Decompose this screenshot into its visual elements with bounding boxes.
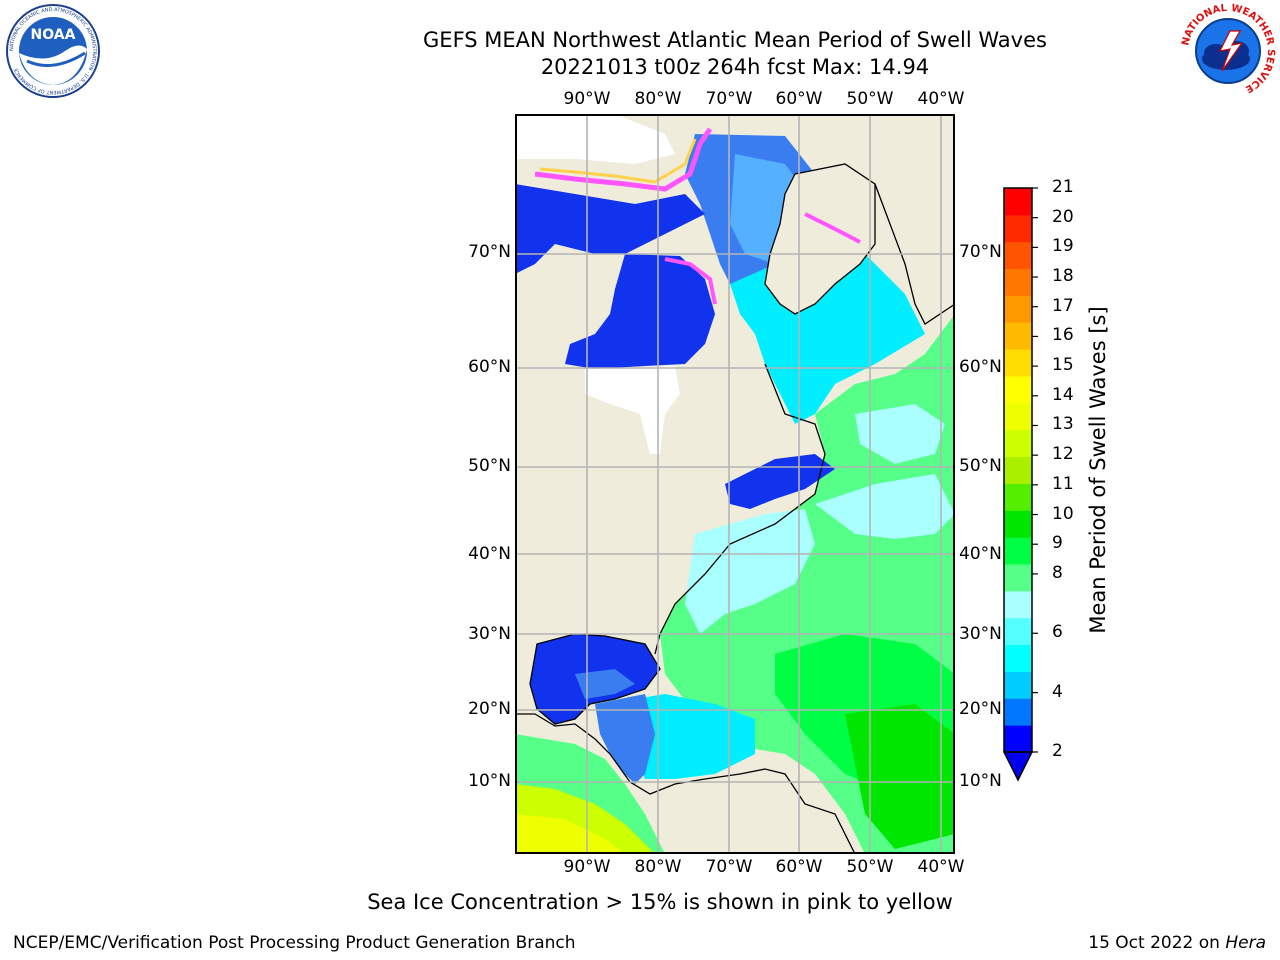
lon-label-top: 70°W [705, 89, 753, 109]
coastline-east [654, 363, 826, 655]
map-title: GEFS MEAN Northwest Atlantic Mean Period… [423, 28, 1047, 52]
colorbar-bin [1004, 376, 1032, 404]
colorbar-tick-label: 17 [1052, 295, 1074, 316]
nws-logo: NATIONAL WEATHER SERVICE [1180, 3, 1276, 99]
lon-label-bottom: 70°W [705, 857, 753, 877]
colorbar-label: Mean Period of Swell Waves [s] [1086, 306, 1110, 634]
colorbar-tick-label: 16 [1052, 325, 1074, 346]
colorbar-tick-label: 19 [1052, 236, 1074, 257]
lat-label-left: 10°N [468, 771, 511, 791]
lat-label-right: 20°N [959, 699, 1002, 719]
colorbar-bin [1004, 214, 1032, 243]
lat-label-right: 40°N [959, 544, 1002, 564]
colorbar-bin [1004, 590, 1032, 619]
colorbar-tick-label: 4 [1052, 681, 1063, 702]
colorbar-bin [1004, 402, 1032, 431]
sea-patch-green-2 [845, 704, 955, 849]
colorbar-bin [1004, 510, 1032, 538]
colorbar-bin [1004, 349, 1032, 377]
gulf-shelf [575, 669, 635, 699]
lon-label-bottom: 60°W [775, 857, 823, 877]
lon-label-top: 50°W [846, 89, 894, 109]
colorbar-tick-label: 2 [1052, 741, 1063, 761]
colorbar-tick-label: 18 [1052, 266, 1074, 287]
lon-label-top: 80°W [634, 89, 682, 109]
colorbar-tick-label: 9 [1052, 533, 1063, 554]
ice-edge-yellow [539, 138, 697, 184]
colorbar-bin [1004, 322, 1032, 350]
lat-label-right: 70°N [959, 242, 1002, 262]
map-frame [515, 114, 955, 854]
colorbar-bin [1004, 698, 1032, 726]
colorbar-frame [1003, 187, 1033, 753]
lon-label-bottom: 40°W [917, 857, 965, 877]
footer-date: 15 Oct 2022 on Hera [1088, 933, 1266, 953]
lat-label-left: 30°N [468, 624, 511, 644]
colorbar-bin [1004, 564, 1032, 592]
colorbar-tick-label: 6 [1052, 622, 1063, 643]
lon-label-bottom: 80°W [634, 857, 682, 877]
colorbar-bin [1004, 429, 1032, 458]
lat-label-left: 70°N [468, 242, 511, 262]
greenland [764, 163, 876, 315]
lat-label-left: 60°N [468, 357, 511, 377]
colorbar-bin [1004, 725, 1032, 753]
colorbar-under-arrow [1002, 751, 1034, 782]
lon-label-top: 60°W [775, 89, 823, 109]
lon-label-top: 90°W [563, 89, 611, 109]
colorbar-tick-label: 20 [1052, 206, 1074, 227]
colorbar-tick-label: 13 [1052, 414, 1074, 435]
colorbar-tick-label: 14 [1052, 384, 1074, 405]
noaa-logo: NOAA NATIONAL OCEANIC AND ATMOSPHERIC AD… [5, 3, 101, 99]
colorbar-tick-label: 10 [1052, 503, 1074, 524]
footer-credit: NCEP/EMC/Verification Post Processing Pr… [13, 933, 576, 953]
eastern-pacific-peak [515, 814, 625, 854]
lon-label-top: 40°W [917, 89, 965, 109]
lon-label-bottom: 50°W [846, 857, 894, 877]
lat-label-left: 40°N [468, 544, 511, 564]
graticule [515, 114, 955, 854]
colorbar-tick-label: 8 [1052, 562, 1063, 583]
no-data-region [515, 114, 675, 164]
map-panel [515, 114, 955, 854]
colorbar-bin [1004, 456, 1032, 484]
lat-label-right: 60°N [959, 357, 1002, 377]
lat-label-left: 20°N [468, 699, 511, 719]
colorbar-bin [1004, 671, 1032, 699]
hudson-bay [565, 254, 715, 369]
sea-ice-note: Sea Ice Concentration > 15% is shown in … [367, 890, 953, 914]
ice-margin-north [534, 127, 713, 192]
colorbar-tick-label: 12 [1052, 444, 1074, 465]
sea-patch-cyan-2 [815, 474, 955, 539]
lat-label-left: 50°N [468, 456, 511, 476]
footer-date-text: 15 Oct 2022 on [1088, 933, 1226, 953]
caribbean-west [595, 694, 655, 784]
colorbar-bin [1004, 295, 1032, 323]
colorbar [1000, 186, 1040, 786]
map-subtitle: 20221013 t00z 264h fcst Max: 14.94 [540, 55, 930, 79]
lat-label-right: 10°N [959, 771, 1002, 791]
colorbar-bin [1004, 617, 1032, 646]
footer-host: Hera [1225, 933, 1266, 953]
colorbar-tick-label: 11 [1052, 473, 1074, 494]
sea-patch-cyan-1 [685, 509, 815, 634]
colorbar-bin [1004, 537, 1032, 565]
lat-label-right: 30°N [959, 624, 1002, 644]
colorbar-bin [1004, 644, 1032, 672]
ice-margin-hudson [664, 257, 717, 305]
colorbar-tick-label: 15 [1052, 355, 1074, 376]
lon-label-bottom: 90°W [563, 857, 611, 877]
lat-label-right: 50°N [959, 456, 1002, 476]
colorbar-bin [1004, 483, 1032, 511]
colorbar-bin [1004, 188, 1032, 216]
ice-margin-baffin [804, 212, 861, 244]
colorbar-tick-label: 21 [1052, 177, 1074, 197]
hudson-bay-ice-free [585, 366, 680, 454]
coastline-greenland-east [874, 183, 955, 325]
noaa-logo-text: NOAA [31, 27, 76, 43]
colorbar-bin [1004, 268, 1032, 296]
colorbar-bin [1004, 241, 1032, 270]
sea-patch-cyan-3 [855, 404, 945, 464]
